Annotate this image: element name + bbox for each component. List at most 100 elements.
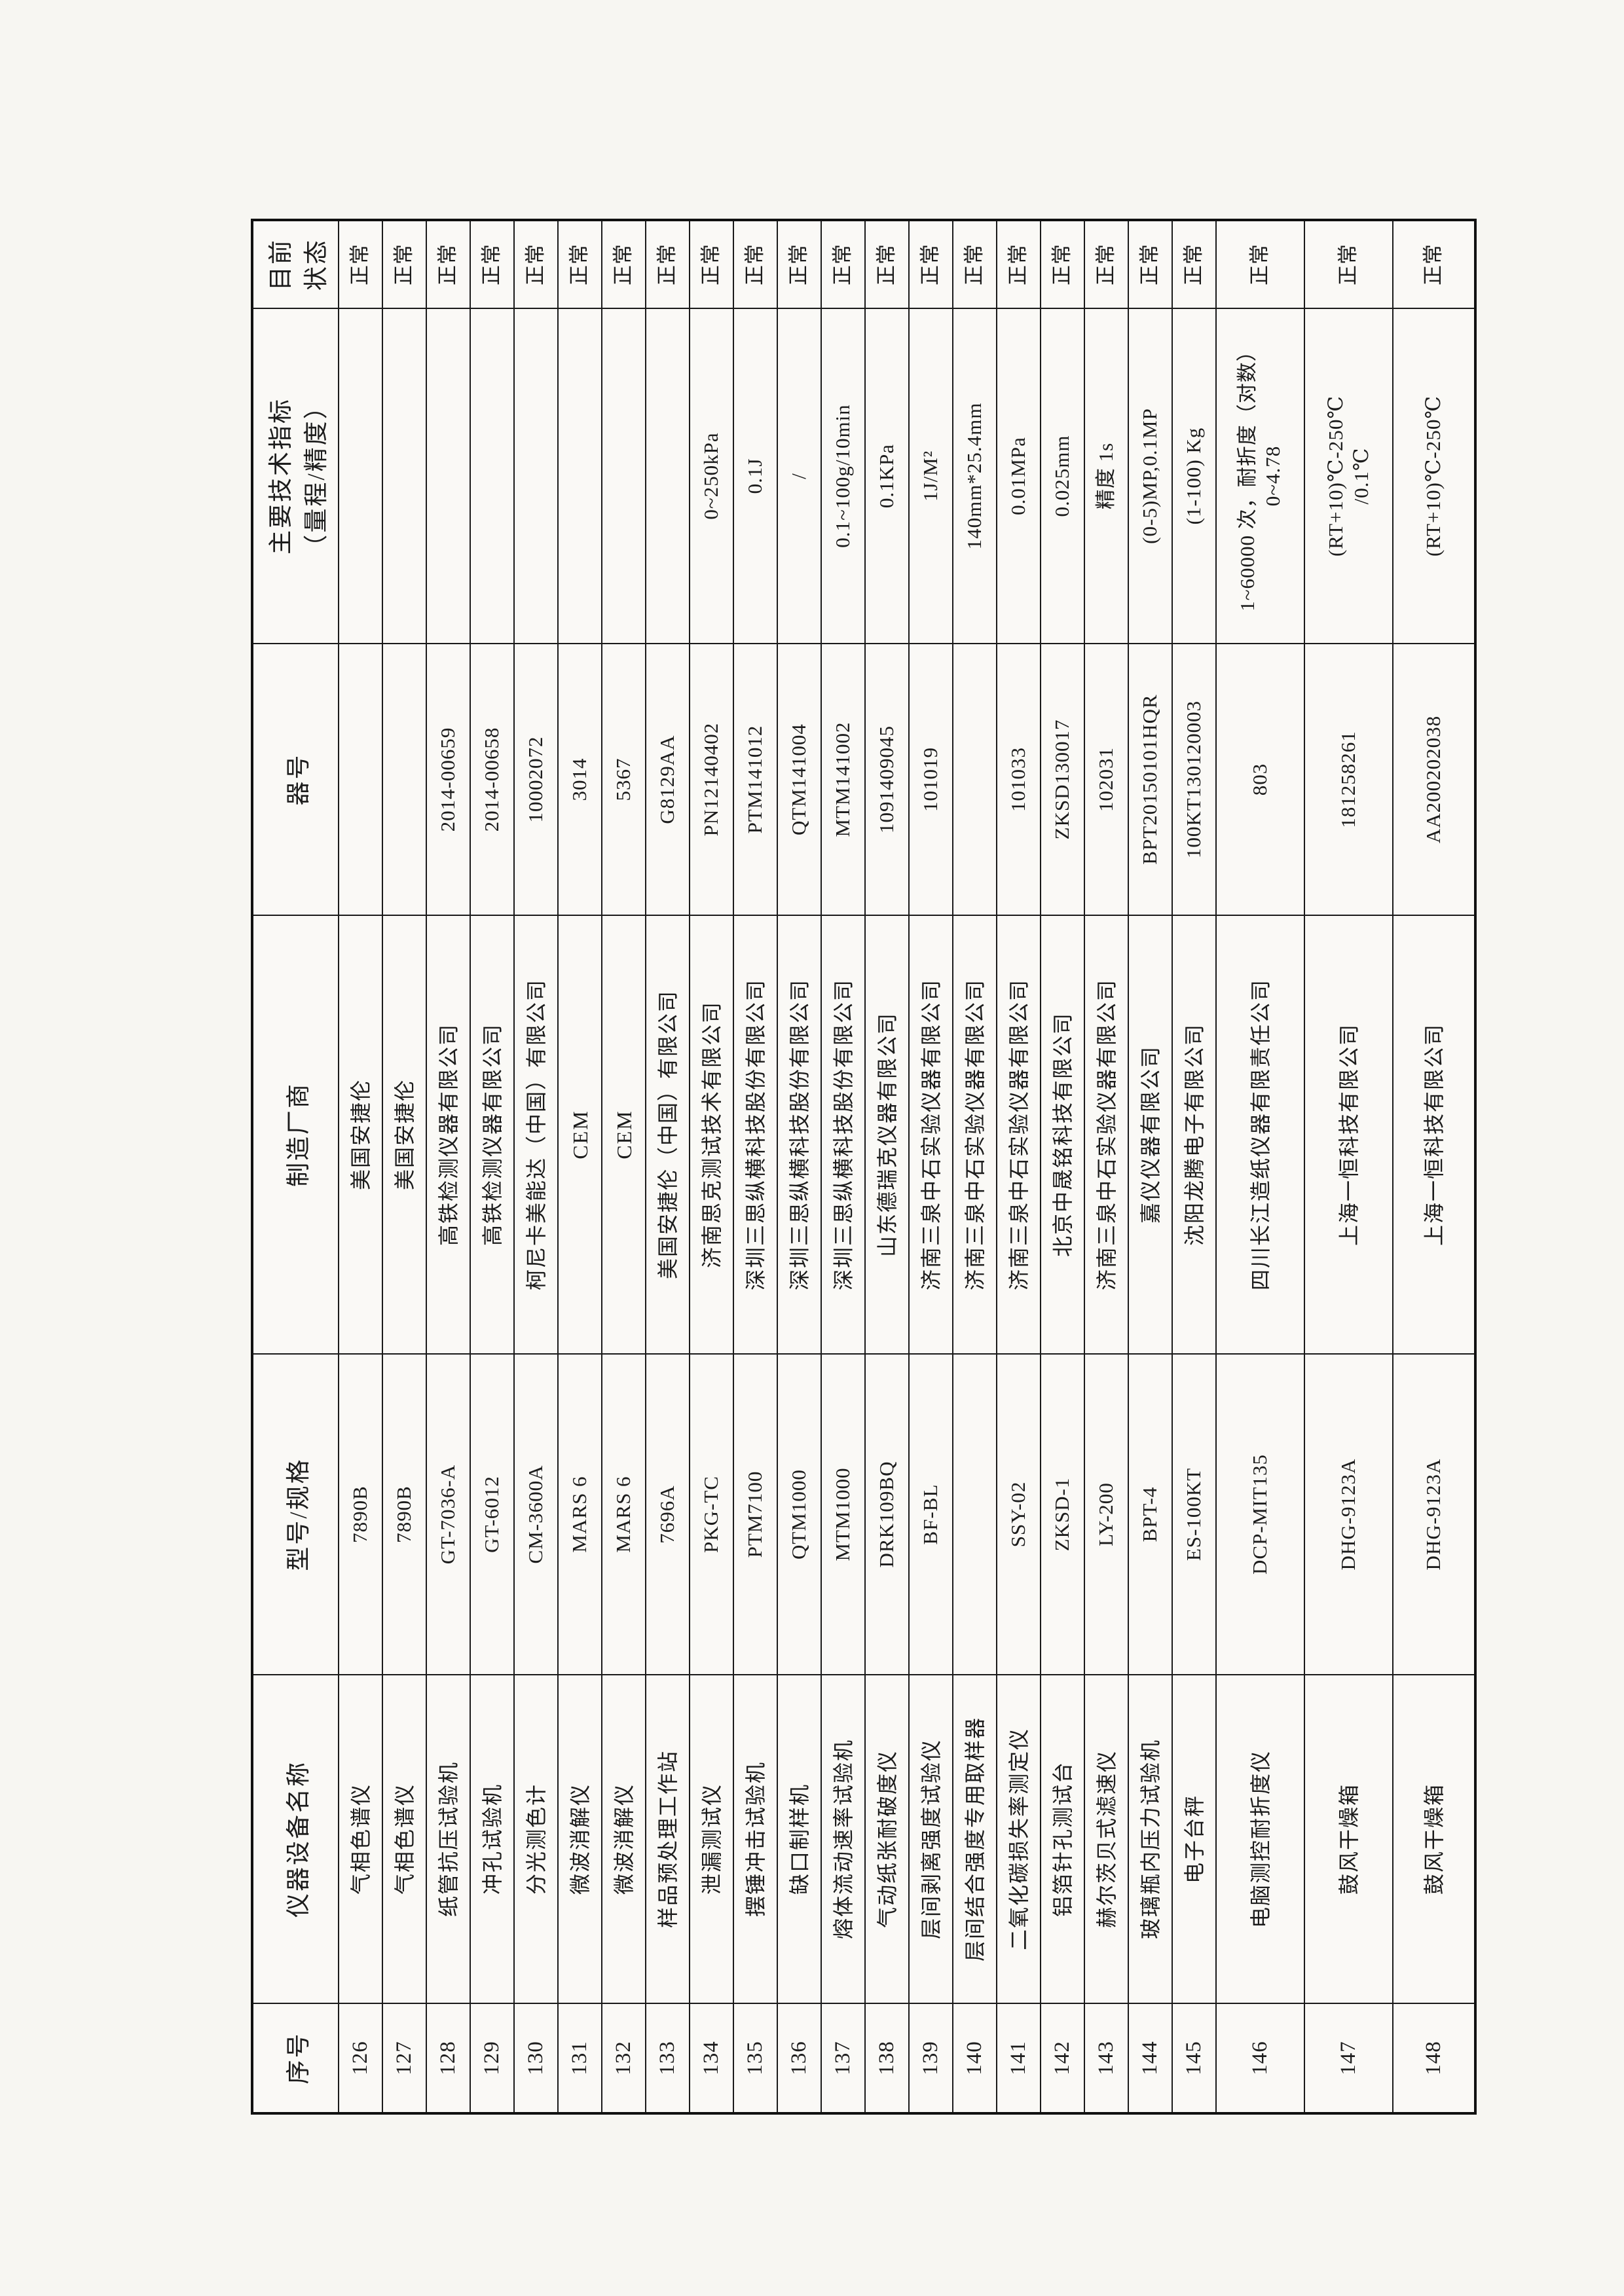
table-row: 134 泄漏测试仪 PKG-TC 济南思克测试技术有限公司 PN12140402… — [690, 220, 733, 2113]
cell-model: DHG-9123A — [1304, 1354, 1393, 1675]
table-row: 146 电脑测控耐折度仪 DCP-MIT135 四川长江造纸仪器有限责任公司 8… — [1216, 220, 1304, 2113]
cell-model: PTM7100 — [733, 1354, 777, 1675]
cell-name: 缺口制样机 — [777, 1675, 821, 2003]
cell-name: 样品预处理工作站 — [646, 1675, 690, 2003]
cell-model: 7890B — [382, 1354, 426, 1675]
cell-manufacturer: 美国安捷伦 — [339, 915, 382, 1354]
cell-model: GT-7036-A — [426, 1354, 470, 1675]
cell-name: 气动纸张耐破度仪 — [865, 1675, 909, 2003]
cell-serial: 144 — [1128, 2003, 1172, 2113]
cell-status: 正常 — [690, 220, 733, 308]
cell-device-no: QTM141004 — [777, 644, 821, 915]
cell-manufacturer: 济南三泉中石实验仪器有限公司 — [909, 915, 953, 1354]
cell-name: 气相色谱仪 — [339, 1675, 382, 2003]
cell-serial: 139 — [909, 2003, 953, 2113]
cell-name: 鼓风干燥箱 — [1304, 1675, 1393, 2003]
cell-name: 冲孔试验机 — [470, 1675, 514, 2003]
cell-model: DHG-9123A — [1393, 1354, 1475, 1675]
cell-name: 微波消解仪 — [558, 1675, 602, 2003]
cell-status: 正常 — [602, 220, 646, 308]
cell-serial: 130 — [514, 2003, 558, 2113]
cell-device-no: 10002072 — [514, 644, 558, 915]
cell-name: 泄漏测试仪 — [690, 1675, 733, 2003]
cell-device-no: G8129AA — [646, 644, 690, 915]
cell-serial: 145 — [1172, 2003, 1216, 2113]
cell-serial: 143 — [1084, 2003, 1128, 2113]
col-header-specs: 主要技术指标 （量程/精度） — [252, 308, 339, 644]
cell-serial: 140 — [953, 2003, 997, 2113]
cell-model: DCP-MIT135 — [1216, 1354, 1304, 1675]
cell-status: 正常 — [733, 220, 777, 308]
cell-manufacturer: 柯尼卡美能达（中国）有限公司 — [514, 915, 558, 1354]
cell-manufacturer: 四川长江造纸仪器有限责任公司 — [1216, 915, 1304, 1354]
cell-specs: 0.01MPa — [997, 308, 1041, 644]
cell-status: 正常 — [1128, 220, 1172, 308]
cell-device-no: 2014-00659 — [426, 644, 470, 915]
cell-name: 二氧化碳损失率测定仪 — [997, 1675, 1041, 2003]
cell-status: 正常 — [953, 220, 997, 308]
table-row: 131 微波消解仪 MARS 6 CEM 3014 正常 — [558, 220, 602, 2113]
cell-specs: (RT+10)℃-250℃ — [1393, 308, 1475, 644]
col-header-serial: 序号 — [252, 2003, 339, 2113]
cell-status: 正常 — [1172, 220, 1216, 308]
cell-name: 玻璃瓶内压力试验机 — [1128, 1675, 1172, 2003]
cell-status: 正常 — [1084, 220, 1128, 308]
col-header-name: 仪器设备名称 — [252, 1675, 339, 2003]
cell-model: PKG-TC — [690, 1354, 733, 1675]
cell-specs: 140mm*25.4mm — [953, 308, 997, 644]
cell-name: 铝箔针孔测试台 — [1041, 1675, 1084, 2003]
cell-serial: 135 — [733, 2003, 777, 2113]
table-row: 145 电子台秤 ES-100KT 沈阳龙腾电子有限公司 100KT130120… — [1172, 220, 1216, 2113]
cell-status: 正常 — [339, 220, 382, 308]
cell-device-no: 100KT130120003 — [1172, 644, 1216, 915]
cell-name: 电脑测控耐折度仪 — [1216, 1675, 1304, 2003]
cell-serial: 141 — [997, 2003, 1041, 2113]
cell-manufacturer: 深圳三思纵横科技股份有限公司 — [777, 915, 821, 1354]
cell-specs — [339, 308, 382, 644]
cell-manufacturer: 美国安捷伦 — [382, 915, 426, 1354]
cell-status: 正常 — [382, 220, 426, 308]
cell-manufacturer: 济南思克测试技术有限公司 — [690, 915, 733, 1354]
table-row: 136 缺口制样机 QTM1000 深圳三思纵横科技股份有限公司 QTM1410… — [777, 220, 821, 2113]
cell-serial: 142 — [1041, 2003, 1084, 2113]
cell-status: 正常 — [1216, 220, 1304, 308]
cell-manufacturer: 山东德瑞克仪器有限公司 — [865, 915, 909, 1354]
cell-model: ZKSD-1 — [1041, 1354, 1084, 1675]
cell-model: MARS 6 — [602, 1354, 646, 1675]
cell-model: BF-BL — [909, 1354, 953, 1675]
header-row: 序号 仪器设备名称 型号/规格 制造厂商 器号 主要技术指标 （量程/精度） 目… — [252, 220, 339, 2113]
cell-manufacturer: 济南三泉中石实验仪器有限公司 — [953, 915, 997, 1354]
cell-manufacturer: 上海一恒科技有限公司 — [1304, 915, 1393, 1354]
cell-name: 分光测色计 — [514, 1675, 558, 2003]
cell-device-no: PTM141012 — [733, 644, 777, 915]
table-row: 130 分光测色计 CM-3600A 柯尼卡美能达（中国）有限公司 100020… — [514, 220, 558, 2113]
cell-device-no — [953, 644, 997, 915]
cell-device-no: 101019 — [909, 644, 953, 915]
table-row: 128 纸管抗压试验机 GT-7036-A 高铁检测仪器有限公司 2014-00… — [426, 220, 470, 2113]
cell-device-no — [382, 644, 426, 915]
table-row: 137 熔体流动速率试验机 MTM1000 深圳三思纵横科技股份有限公司 MTM… — [821, 220, 865, 2113]
cell-device-no — [339, 644, 382, 915]
cell-specs: / — [777, 308, 821, 644]
cell-device-no: 1091409045 — [865, 644, 909, 915]
table-row: 133 样品预处理工作站 7696A 美国安捷伦（中国）有限公司 G8129AA… — [646, 220, 690, 2113]
cell-device-no: 803 — [1216, 644, 1304, 915]
cell-model: 7696A — [646, 1354, 690, 1675]
cell-model: ES-100KT — [1172, 1354, 1216, 1675]
table-row: 148 鼓风干燥箱 DHG-9123A 上海一恒科技有限公司 AA2002020… — [1393, 220, 1475, 2113]
cell-device-no: 5367 — [602, 644, 646, 915]
cell-manufacturer: 济南三泉中石实验仪器有限公司 — [997, 915, 1041, 1354]
cell-serial: 146 — [1216, 2003, 1304, 2113]
table-row: 129 冲孔试验机 GT-6012 高铁检测仪器有限公司 2014-00658 … — [470, 220, 514, 2113]
cell-model: MARS 6 — [558, 1354, 602, 1675]
table-row: 142 铝箔针孔测试台 ZKSD-1 北京中晟铭科技有限公司 ZKSD13001… — [1041, 220, 1084, 2113]
cell-serial: 132 — [602, 2003, 646, 2113]
cell-specs: 精度 1s — [1084, 308, 1128, 644]
table-row: 140 层间结合强度专用取样器 济南三泉中石实验仪器有限公司 140mm*25.… — [953, 220, 997, 2113]
cell-name: 熔体流动速率试验机 — [821, 1675, 865, 2003]
col-header-status: 目前 状态 — [252, 220, 339, 308]
cell-serial: 136 — [777, 2003, 821, 2113]
cell-manufacturer: 沈阳龙腾电子有限公司 — [1172, 915, 1216, 1354]
cell-specs — [558, 308, 602, 644]
table-row: 135 摆锤冲击试验机 PTM7100 深圳三思纵横科技股份有限公司 PTM14… — [733, 220, 777, 2113]
